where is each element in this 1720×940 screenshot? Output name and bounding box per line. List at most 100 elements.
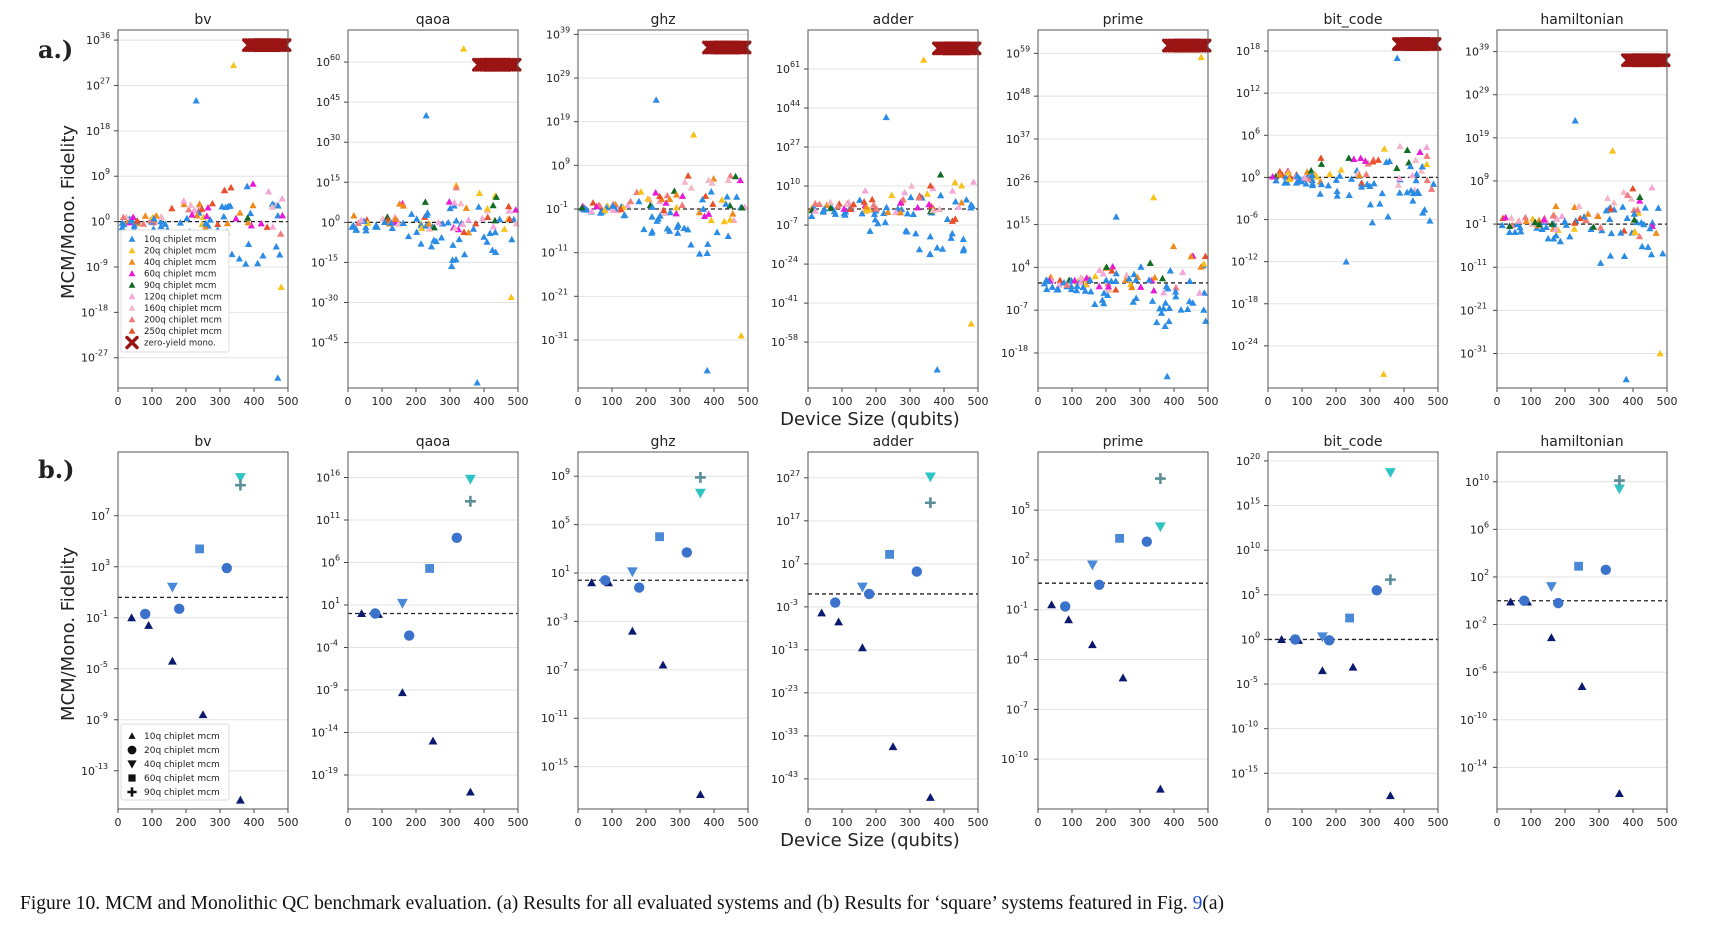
data-point <box>1355 171 1363 179</box>
data-point <box>224 202 232 210</box>
legend-marker <box>128 327 136 334</box>
data-point <box>198 710 208 719</box>
plot-frame <box>1496 451 1668 810</box>
x-tick-label: 200 <box>1326 816 1347 829</box>
data-point <box>947 234 955 241</box>
y-tick-label: 106 <box>1241 126 1260 142</box>
data-point <box>276 251 284 258</box>
data-point <box>264 187 273 195</box>
x-tick-label: 500 <box>1657 816 1678 829</box>
data-point <box>899 195 907 203</box>
y-tick-label: 10-33 <box>771 727 798 743</box>
legend-label: 40q chiplet mcm <box>144 258 216 268</box>
data-point <box>1129 298 1137 305</box>
data-point <box>959 235 967 242</box>
y-tick-label: 10-6 <box>1465 663 1487 679</box>
data-point <box>1531 218 1539 226</box>
legend-label: 40q chiplet mcm <box>144 760 220 770</box>
data-point <box>1161 322 1169 330</box>
data-point <box>1600 564 1612 576</box>
panel-a-adder: adder 1061 1044 1027 1010 10-7 10-24 10-41 10-58… <box>771 12 989 408</box>
data-point <box>466 787 475 796</box>
data-point <box>666 208 674 216</box>
y-tick-label: 107 <box>91 507 110 523</box>
legend-marker <box>128 774 136 782</box>
data-point <box>1102 263 1111 270</box>
data-point <box>1172 292 1180 300</box>
data-point <box>417 240 425 247</box>
data-point <box>432 237 440 245</box>
data-point <box>1290 634 1301 645</box>
data-point <box>957 198 966 206</box>
y-tick-label: 109 <box>1470 172 1489 188</box>
y-tick-label: 10-41 <box>771 294 798 310</box>
data-point <box>1155 522 1166 533</box>
data-point <box>1408 171 1416 179</box>
data-point <box>168 204 176 212</box>
data-point <box>254 259 262 267</box>
y-tick-label: 10-18 <box>1231 295 1258 311</box>
data-point <box>733 193 741 200</box>
data-point <box>935 205 944 213</box>
data-point <box>425 225 434 232</box>
data-point <box>244 240 253 248</box>
data-point <box>413 228 421 235</box>
data-point <box>1132 294 1140 302</box>
data-point <box>678 192 687 199</box>
data-point <box>1540 215 1548 223</box>
data-point <box>834 617 843 626</box>
data-point <box>1073 282 1081 289</box>
y-tick-label: 1018 <box>1236 42 1260 58</box>
data-point <box>654 215 662 222</box>
data-point <box>737 332 745 339</box>
y-tick-label: 109 <box>551 467 570 483</box>
panel-title: qaoa <box>416 12 451 28</box>
data-point <box>914 203 922 211</box>
data-point <box>660 206 668 214</box>
data-point <box>488 246 497 253</box>
data-point <box>1423 176 1431 184</box>
legend-label: 90q chiplet mcm <box>144 788 220 798</box>
data-point <box>1549 212 1557 219</box>
panel-b-bv: bv 107 103 10-1 10-5 10-9 10-13 0 100 200 300 400 50… <box>81 434 299 829</box>
x-tick-label: 500 <box>968 816 989 829</box>
x-tick-label: 300 <box>210 395 231 408</box>
y-tick-label: 1037 <box>1006 130 1030 146</box>
data-point <box>413 215 421 222</box>
x-tick-label: 0 <box>1265 816 1272 829</box>
x-tick-label: 100 <box>142 395 163 408</box>
plot-frame <box>577 29 749 389</box>
data-point <box>1366 200 1375 208</box>
panel-a-bv: bv 1036 1027 1018 109 100 10-9 10-18 10-27 0 100 20… <box>81 12 299 408</box>
data-point <box>830 597 841 608</box>
y-tick-label: 1059 <box>1006 44 1030 60</box>
data-point <box>1187 252 1195 260</box>
data-point <box>626 197 635 205</box>
data-point <box>1056 276 1064 284</box>
data-point <box>1607 229 1615 237</box>
data-point <box>1403 188 1411 196</box>
data-point <box>1552 202 1560 210</box>
data-point <box>1087 287 1095 295</box>
data-point <box>1426 217 1434 224</box>
data-point <box>352 225 360 233</box>
legend-label: 10q chiplet mcm <box>144 235 216 245</box>
y-tick-label: 10-5 <box>86 660 108 676</box>
data-point <box>1281 179 1289 186</box>
y-tick-label: 10-21 <box>541 287 568 303</box>
data-point <box>1123 271 1131 278</box>
data-point <box>1552 215 1561 223</box>
data-point <box>617 205 625 213</box>
data-point <box>1156 784 1165 793</box>
data-point <box>397 598 408 609</box>
data-point <box>1403 146 1411 153</box>
y-tick-label: 1010 <box>1236 541 1260 557</box>
figure-ref-link[interactable]: 9 <box>1192 893 1203 914</box>
panel-title: ghz <box>650 434 675 450</box>
data-point <box>1179 268 1187 275</box>
data-point <box>445 198 453 205</box>
x-tick-label: 100 <box>832 816 853 829</box>
data-point <box>1158 274 1167 282</box>
data-point <box>118 219 126 226</box>
data-point <box>699 205 707 212</box>
